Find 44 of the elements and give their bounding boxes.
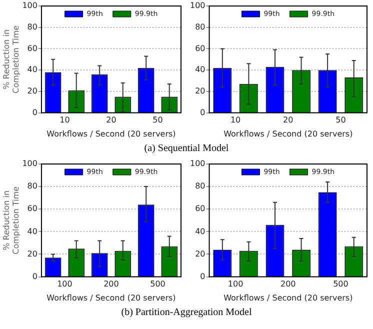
x-axis-title: Workflows / Second (20 servers) <box>46 129 176 138</box>
x-tick-label: 10 <box>230 116 241 125</box>
y-axis-title: % Reduction in Completion Time <box>2 186 20 254</box>
x-tick-label: 10 <box>60 116 70 125</box>
y-tick-label: 80 <box>195 182 206 191</box>
x-tick-label: 500 <box>333 280 348 289</box>
y-tick-label: 20 <box>195 86 206 96</box>
y-tick-label: 60 <box>27 204 38 214</box>
x-tick-label: 500 <box>150 280 166 289</box>
x-tick-label: 20 <box>106 116 116 125</box>
x-tick-label: 100 <box>228 280 244 289</box>
y-tick-label: 40 <box>195 226 206 236</box>
y-tick-label: 0 <box>32 272 38 281</box>
x-tick-label: 20 <box>283 116 294 125</box>
y-axis-title: % Reduction in Completion Time <box>2 25 20 94</box>
y-tick-label: 100 <box>22 1 38 10</box>
y-tick-label: 100 <box>190 159 206 168</box>
y-tick-label: 40 <box>27 226 38 236</box>
text: (b) Partition-Aggregation Model <box>120 306 253 320</box>
x-axis-title: Workflows / Second (20 servers) <box>224 293 353 302</box>
y-tick-label: 20 <box>195 249 206 258</box>
y-tick-label: 80 <box>27 182 38 191</box>
y-tick-label: 40 <box>27 65 38 74</box>
y-tick-label: 100 <box>22 159 38 168</box>
x-tick-label: 50 <box>336 116 346 125</box>
y-tick-label: 20 <box>27 86 38 96</box>
y-tick-label: 80 <box>195 22 206 32</box>
x-tick-label: 200 <box>104 280 119 289</box>
y-tick-label: 0 <box>200 108 206 117</box>
x-axis-title: Workflows / Second (20 servers) <box>46 293 176 302</box>
text: (a) Sequential Model <box>143 142 230 156</box>
y-tick-label: 100 <box>190 1 206 10</box>
x-tick-label: 50 <box>152 116 163 125</box>
y-tick-label: 0 <box>200 272 206 281</box>
y-tick-label: 60 <box>27 44 38 53</box>
y-tick-label: 0 <box>32 108 38 117</box>
x-tick-label: 200 <box>280 280 296 289</box>
x-axis-title: Workflows / Second (20 servers) <box>224 129 353 138</box>
x-tick-label: 100 <box>57 280 72 289</box>
y-tick-label: 20 <box>27 249 38 258</box>
y-tick-label: 60 <box>195 204 206 214</box>
y-tick-label: 40 <box>195 65 206 74</box>
y-tick-label: 80 <box>27 22 38 32</box>
y-tick-label: 60 <box>195 44 206 53</box>
